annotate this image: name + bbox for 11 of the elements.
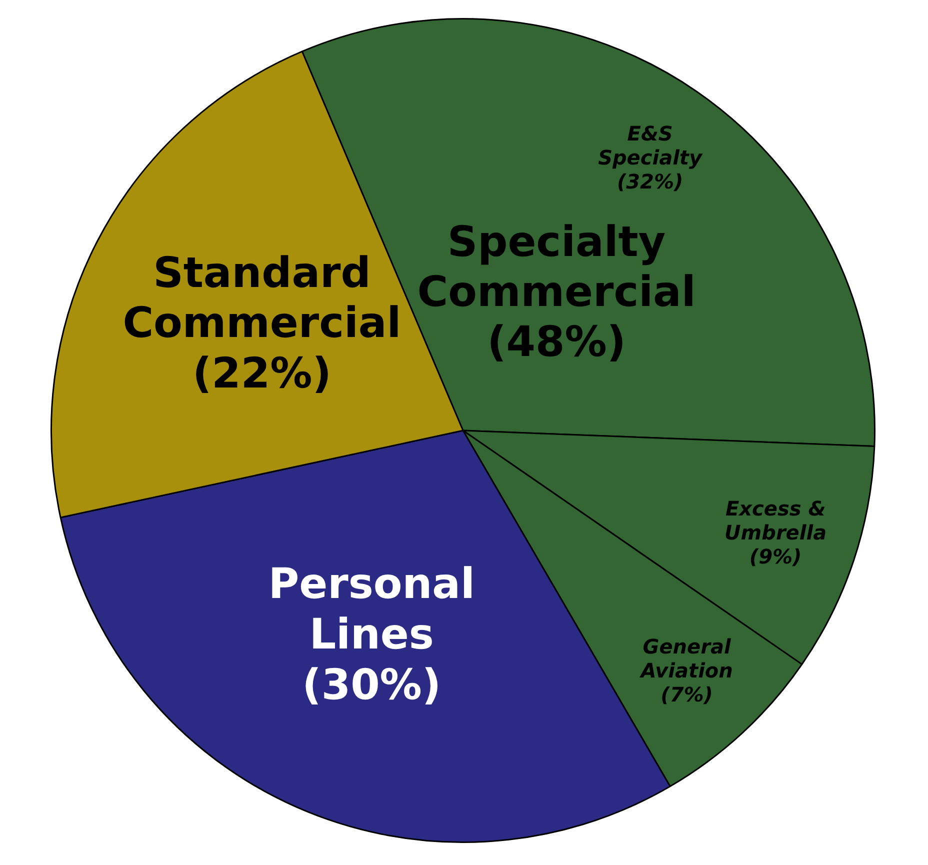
data-label: (30%) bbox=[302, 660, 442, 710]
data-label: (22%) bbox=[192, 348, 332, 398]
slice-label: General Aviation bbox=[638, 634, 733, 682]
slice-label: E&S Specialty bbox=[598, 122, 703, 170]
text: Specialty Commercial (48%) bbox=[417, 216, 696, 366]
slice-label: Excess & Umbrella bbox=[724, 496, 827, 545]
slice-label: Personal Lines bbox=[268, 559, 475, 659]
slice-label: Standard Commercial bbox=[122, 248, 402, 348]
data-label: (9%) bbox=[749, 544, 802, 569]
data-label: (32%) bbox=[616, 170, 684, 194]
data-label: (7%) bbox=[660, 682, 713, 706]
